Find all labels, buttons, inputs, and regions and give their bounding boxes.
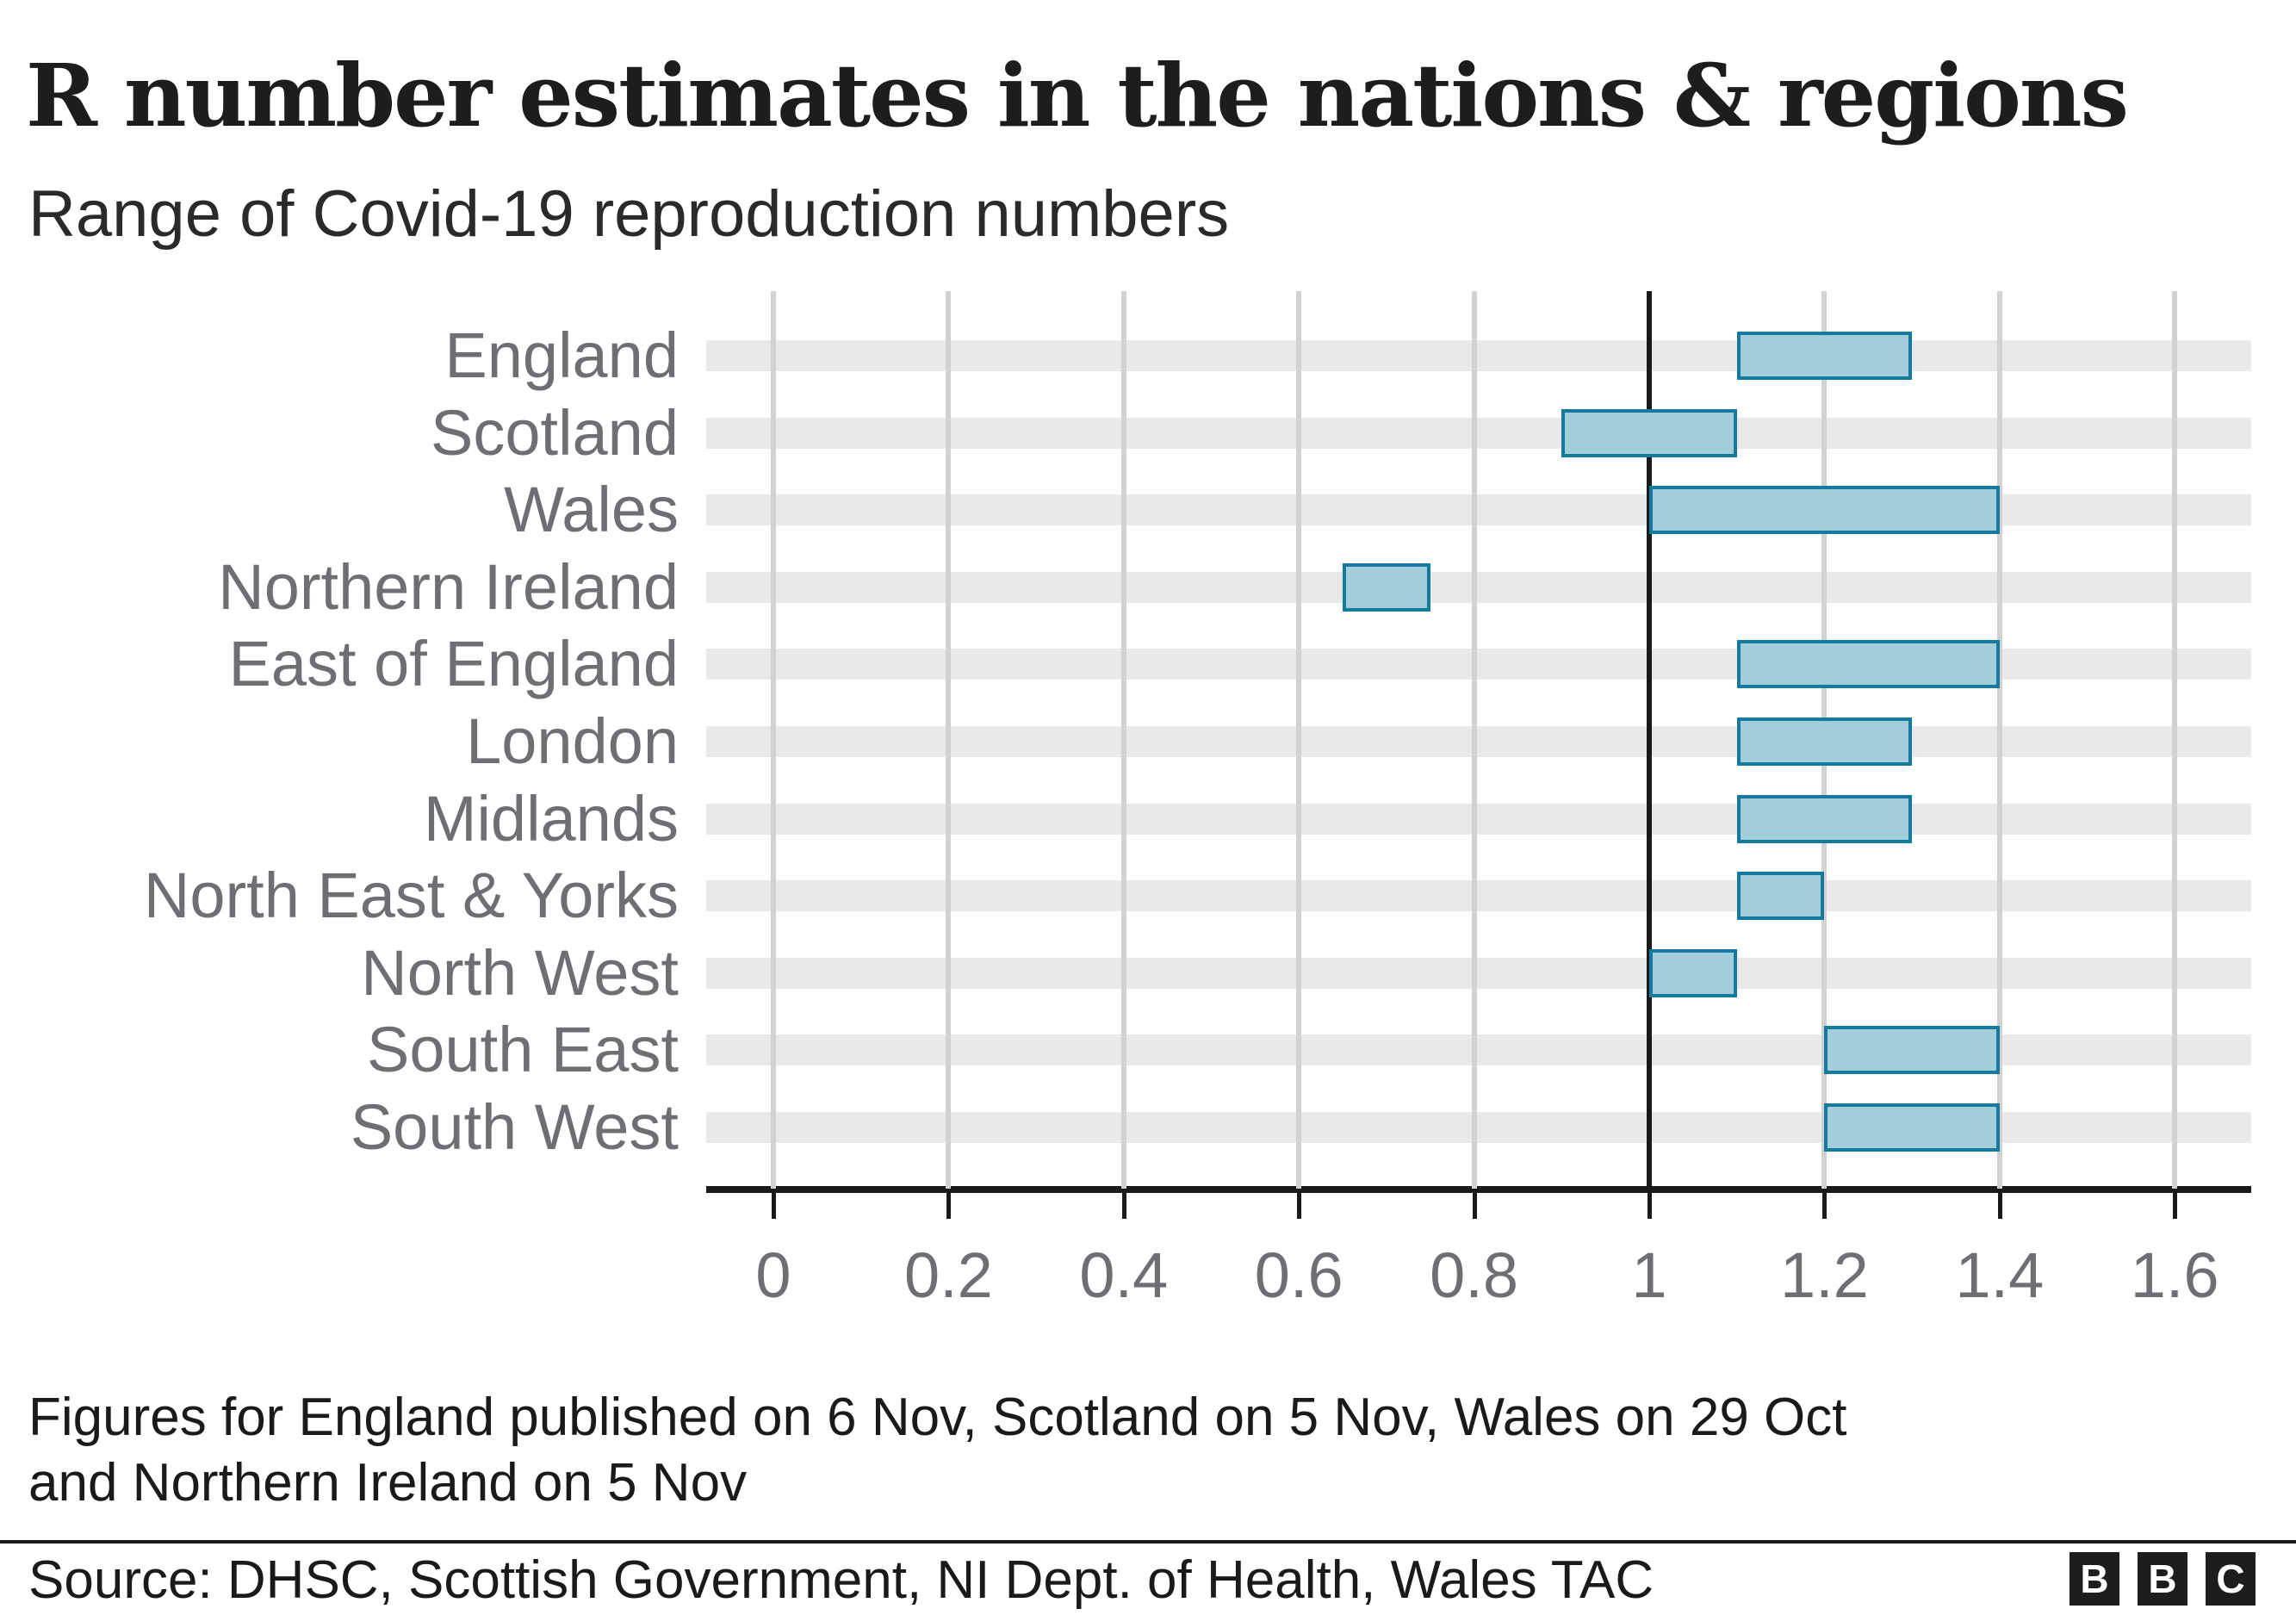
row-band [706, 571, 2251, 603]
x-axis-tick-label: 1.6 [2130, 1239, 2219, 1311]
category-label: London [466, 705, 679, 777]
x-axis-tick-label: 1.4 [1955, 1239, 2045, 1311]
page-title: R number estimates in the nations & regi… [26, 45, 2129, 146]
category-label: North West [361, 936, 679, 1009]
category-label: South East [366, 1014, 679, 1086]
reference-line [1647, 291, 1652, 1189]
range-bar [1649, 486, 2000, 535]
row-band [706, 649, 2251, 680]
range-bar [1649, 948, 1737, 997]
row-band [706, 880, 2251, 912]
range-bar [1736, 717, 1913, 766]
x-axis-tick-label: 0.6 [1254, 1239, 1343, 1311]
row-band [706, 340, 2251, 371]
range-bar [1561, 408, 1737, 457]
range-bar [1824, 1026, 2000, 1075]
x-axis-tick-label: 0.2 [903, 1239, 993, 1311]
range-bar [1736, 332, 1913, 380]
gridline [1996, 291, 2002, 1189]
divider-rule [0, 1540, 2296, 1544]
row-band [706, 1112, 2251, 1143]
category-label: Wales [504, 474, 679, 546]
range-bar [1736, 794, 1913, 843]
gridline [946, 291, 952, 1189]
category-label: South West [350, 1091, 679, 1163]
plot-area: England Scotland Wales Northern Ireland East… [0, 291, 2296, 1189]
x-axis-tick-label: 0.4 [1079, 1239, 1169, 1311]
x-axis-tick [1297, 1193, 1302, 1219]
range-bar [1736, 640, 2000, 689]
range-bar [1824, 1103, 2000, 1152]
row-band [706, 494, 2251, 526]
footnote-line-2: and Northern Ireland on 5 Nov [28, 1453, 748, 1513]
bbc-logo-block: C [2206, 1552, 2256, 1606]
range-bar [1736, 872, 1825, 921]
x-axis-tick [1121, 1193, 1126, 1219]
x-axis-tick [2173, 1193, 2178, 1219]
footnote: Figures for England published on 6 Nov, … [28, 1385, 1846, 1516]
row-band [706, 726, 2251, 757]
gridline [771, 291, 776, 1189]
row-band [706, 957, 2251, 989]
category-label: England [444, 320, 679, 391]
x-axis-tick-label: 1 [1631, 1239, 1667, 1311]
bbc-logo-block: B [2070, 1552, 2119, 1606]
x-axis-line [706, 1186, 2251, 1193]
category-label: East of England [228, 628, 679, 700]
category-label: North East & Yorks [143, 860, 679, 932]
source-text: Source: DHSC, Scottish Government, NI De… [28, 1550, 1654, 1610]
x-axis-tick [1822, 1193, 1827, 1219]
gridline [1296, 291, 1302, 1189]
gridline [2172, 291, 2178, 1189]
x-axis-tick-label: 0 [755, 1239, 791, 1311]
x-axis-tick [1472, 1193, 1477, 1219]
category-label: Scotland [431, 396, 679, 469]
row-band [706, 417, 2251, 449]
category-label: Northern Ireland [218, 550, 679, 623]
page-subtitle: Range of Covid-19 reproduction numbers [28, 177, 1230, 251]
range-bar [1343, 562, 1430, 612]
bbc-logo-block: B [2138, 1552, 2187, 1606]
row-band [706, 1034, 2251, 1066]
x-axis-tick-label: 0.8 [1430, 1239, 1519, 1311]
x-axis-tick [1648, 1193, 1652, 1219]
footnote-line-1: Figures for England published on 6 Nov, … [28, 1388, 1847, 1447]
row-band [706, 803, 2251, 835]
x-axis-tick [946, 1193, 952, 1219]
x-axis-tick [1997, 1193, 2002, 1219]
gridline [1120, 291, 1126, 1189]
x-axis-tick-label: 1.2 [1779, 1239, 1869, 1311]
x-axis-tick [772, 1193, 776, 1219]
category-label: Midlands [423, 782, 679, 854]
gridline [1471, 291, 1477, 1189]
